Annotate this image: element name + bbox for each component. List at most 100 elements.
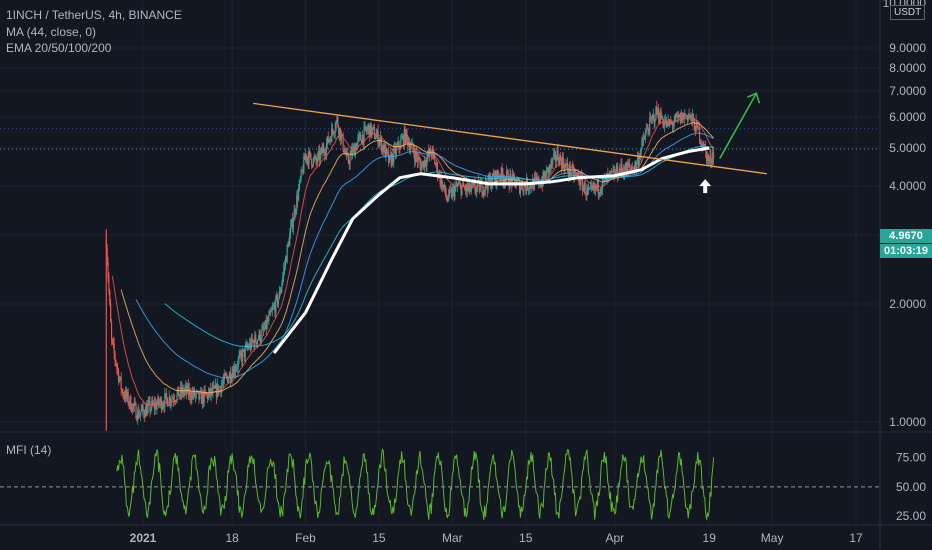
candle-body [454,187,456,198]
candle-body [185,385,187,389]
candle-body [531,186,533,189]
candle [168,390,170,407]
candle-body [475,190,477,192]
candle-body [183,391,185,395]
candle-body [447,199,449,202]
candle [450,186,453,200]
candle-body [549,165,551,168]
candle-body [428,151,430,155]
candle-body [257,338,259,340]
candle [539,184,541,188]
candle [204,385,206,398]
time-tick-label: Apr [605,531,624,545]
candle-body [676,114,678,118]
candle [298,179,301,192]
candle [461,186,463,196]
candle [149,396,151,418]
candle [397,136,399,147]
candle-body [477,180,479,187]
candle-body [529,183,531,189]
candle-body [210,388,212,396]
candle [311,158,313,170]
candle [326,135,328,150]
candle [133,396,135,413]
last-price-tag: 4.9670 [880,229,932,243]
candle-body [193,389,195,396]
candle-body [289,233,291,246]
candle-body [519,187,522,193]
candle [306,156,308,166]
candle [289,228,291,246]
candle [684,108,686,126]
candle-body [523,183,525,192]
candle [564,158,566,174]
candle-body [556,150,558,160]
ma-44-line [272,146,710,354]
price-tick-label: 9.0000 [889,41,926,55]
candle [294,205,296,220]
candle [150,407,152,415]
mfi-legend[interactable]: MFI (14) [6,443,52,457]
candle [210,388,212,402]
candle [191,387,193,404]
candle [255,332,257,343]
candle-body [441,176,443,189]
candle [390,151,392,169]
candle-body [207,393,209,399]
candle [158,395,160,409]
candle-body [269,310,272,313]
candle [468,182,470,194]
candle-body [499,176,501,179]
candle [377,124,379,149]
candle [401,132,403,140]
candle-body [593,184,595,189]
candle-body [243,348,245,358]
candle-body [106,248,108,263]
candle-body [539,185,542,187]
candle [268,310,270,326]
candle-body [421,164,423,172]
candle-body [318,150,320,154]
up-arrow-marker [699,179,712,194]
candle-body [143,410,145,415]
candle [449,183,452,194]
candle [625,161,627,172]
candle [548,163,550,179]
candle [162,400,164,410]
candle-body [407,136,409,146]
candle-body [453,187,455,198]
candle-body [433,152,435,157]
ma-legend[interactable]: MA (44, close, 0) [6,25,97,39]
candle [419,156,421,171]
candle-body [449,189,451,191]
candle-body [114,353,116,361]
candle-body [465,184,467,192]
candle-body [466,184,468,191]
candle-body [363,126,365,143]
candle [648,127,650,135]
candle [142,400,144,412]
candle-body [344,151,346,153]
candle-body [707,154,709,161]
candle-body [138,414,141,418]
candle-body [432,148,434,153]
candle-body [459,182,461,185]
price-tick-label: 1.0000 [889,415,926,429]
candle-body [384,145,386,158]
candle [556,145,558,160]
candle-body [482,193,484,195]
candle-body [536,177,538,181]
candle-body [388,155,391,163]
candle-body [444,185,446,195]
currency-unit-badge[interactable]: USDT [890,5,926,20]
candle [679,112,681,125]
candle-body [512,174,515,175]
candle-body [706,154,709,162]
candle-body [352,148,354,156]
candle [212,381,214,398]
candle-body [621,163,623,171]
candle-body [327,136,329,143]
ema-legend[interactable]: EMA 20/50/100/200 [6,41,112,55]
candle [358,130,360,143]
